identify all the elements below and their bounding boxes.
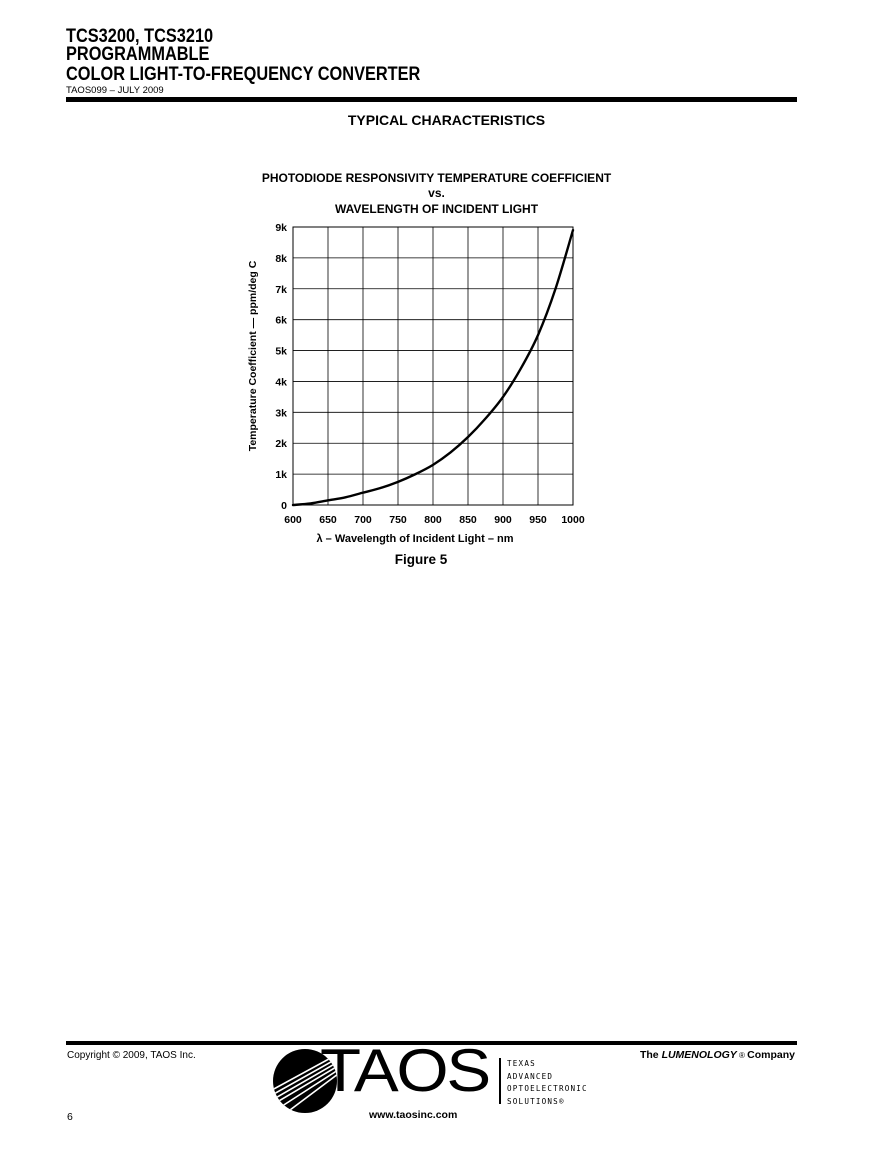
website-url: www.taosinc.com	[369, 1109, 458, 1121]
y-tick-label: 3k	[275, 407, 287, 419]
doc-id: TAOS099 – JULY 2009	[66, 85, 164, 96]
plot-frame	[292, 226, 574, 506]
section-title: TYPICAL CHARACTERISTICS	[347, 112, 546, 128]
y-tick-label: 7k	[275, 284, 287, 296]
company-reg: ®	[736, 1051, 748, 1060]
x-tick-label: 950	[529, 514, 547, 526]
x-tick-label: 700	[354, 514, 372, 526]
y-tick-label: 1k	[275, 469, 287, 481]
y-tick-label: 6k	[275, 315, 287, 327]
x-tick-label: 850	[459, 514, 477, 526]
company-suffix: Company	[747, 1049, 795, 1061]
doc-title-part-numbers: TCS3200, TCS3210	[66, 26, 214, 47]
company-prefix: The	[639, 1049, 662, 1061]
y-tick-label: 9k	[275, 222, 287, 234]
x-tick-label: 1000	[561, 514, 585, 526]
logo-divider	[499, 1058, 501, 1104]
x-tick-label: 600	[284, 514, 302, 526]
figure-label: Figure 5	[394, 552, 448, 567]
logo-subtitle: TEXAS ADVANCED OPTOELECTRONIC SOLUTIONS®	[507, 1058, 588, 1108]
page-number: 6	[67, 1111, 73, 1123]
x-tick-label: 900	[494, 514, 512, 526]
logo-line-optoelectronic: OPTOELECTRONIC	[507, 1084, 588, 1094]
temperature-coefficient-chart: 0 1k 2k 3k 4k 5k 6k 7k 8k 9k 600 650 700 750 800 850 90…	[247, 222, 585, 545]
y-tick-label: 4k	[275, 376, 287, 388]
doc-title-programmable: PROGRAMMABLE	[66, 44, 210, 65]
taos-logo-emblem	[273, 1049, 337, 1113]
company-brand: LUMENOLOGY	[661, 1049, 737, 1061]
logo-line-solutions: SOLUTIONS®	[507, 1096, 565, 1106]
copyright: Copyright © 2009, TAOS Inc.	[67, 1050, 196, 1061]
y-tick-label: 0	[281, 500, 287, 512]
logo-line-advanced: ADVANCED	[507, 1071, 554, 1081]
x-axis-label: λ – Wavelength of Incident Light – nm	[317, 533, 514, 545]
chart-title-line-3: WAVELENGTH OF INCIDENT LIGHT	[334, 202, 539, 216]
series-line	[291, 228, 575, 507]
chart-title-line-2: vs.	[428, 186, 445, 200]
y-axis-label: Temperature Coefficient — ppm/deg C	[247, 260, 259, 451]
company-tagline: The LUMENOLOGY ® Company	[640, 1049, 795, 1061]
y-tick-labels: 0 1k 2k 3k 4k 5k 6k 7k 8k 9k	[275, 222, 287, 512]
logo-wordmark: TAOS	[320, 1037, 491, 1104]
x-tick-labels: 600 650 700 750 800 850 900 950 1000	[284, 514, 585, 526]
doc-title-product: COLOR LIGHT-TO-FREQUENCY CONVERTER	[66, 64, 421, 85]
logo-line-texas: TEXAS	[507, 1059, 536, 1068]
footer-rule	[66, 1041, 797, 1045]
header-rule	[66, 97, 797, 102]
chart-title-line-1: PHOTODIODE RESPONSIVITY TEMPERATURE COEF…	[261, 171, 612, 185]
x-tick-label: 800	[424, 514, 442, 526]
y-tick-label: 2k	[275, 438, 287, 450]
chart-grid	[292, 226, 574, 506]
y-tick-label: 5k	[275, 346, 287, 358]
x-tick-label: 650	[319, 514, 337, 526]
y-tick-label: 8k	[275, 253, 287, 265]
x-tick-label: 750	[389, 514, 407, 526]
